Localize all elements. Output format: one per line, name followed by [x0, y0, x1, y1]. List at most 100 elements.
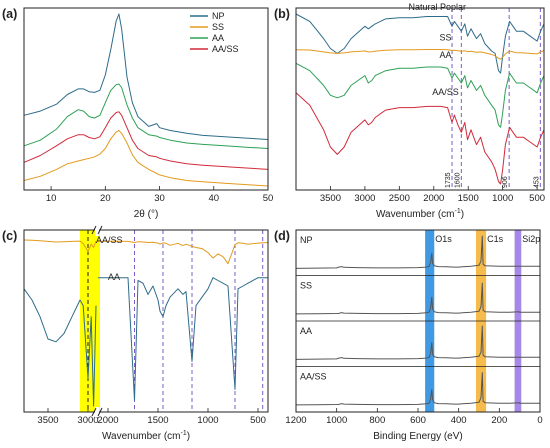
panel-d-x-tick-label: 600 — [410, 415, 426, 426]
ftir-c-series-right-1 — [98, 277, 268, 401]
panel-d-x-tick-label: 800 — [369, 415, 385, 426]
panel-a-frame — [23, 7, 269, 191]
xps-spectrum-0 — [295, 235, 540, 269]
ftir-c-series-left-0 — [23, 239, 97, 252]
xps-subpanel-label: NP — [300, 235, 313, 245]
panel-b-x-tick-label: 3500 — [320, 193, 341, 204]
panel-d-series — [295, 235, 540, 406]
xrd-series-line-1 — [23, 130, 269, 187]
panel-c-x-tick-label: 500 — [250, 415, 266, 426]
marker-label-453: 453 — [533, 176, 540, 188]
panel-b-series — [295, 13, 545, 185]
panel-c-x-tick-label: 3000 — [77, 415, 98, 426]
panel-b-x-tick-label: 2500 — [389, 193, 410, 204]
axis-break-slash — [91, 225, 97, 235]
panel-a-x-tick-label: 10 — [46, 193, 57, 204]
series-annotation: AA/SS — [96, 235, 123, 245]
panel-c-x-axis-title-exponent: -1 — [180, 430, 186, 437]
panel-d-x-ticks: 1200 1000 800 600 400 200 0 — [285, 408, 543, 426]
panel-b-x-tick-label: 1000 — [492, 193, 513, 204]
axis-break-slash — [91, 407, 97, 417]
panel-b-annotations: Natural Poplar SS AA AA/SS — [408, 2, 466, 97]
panel-b-frame — [295, 7, 545, 191]
panel-b-x-tick-label: 1500 — [458, 193, 479, 204]
panel-c-axis-break — [91, 225, 103, 417]
ftir-c-series-right-0 — [97, 240, 269, 265]
panel-c-x-axis-title: Wavenumber (cm-1) — [102, 430, 190, 442]
legend-label: NP — [212, 11, 225, 21]
panel-d-labels: NP SS AA AA/SS O1s C1s Si2p — [300, 234, 540, 382]
panel-c-x-tick-label: 2000 — [97, 415, 118, 426]
panel-a-x-tick-label: 20 — [100, 193, 111, 204]
panel-d-tag: (d) — [274, 229, 290, 243]
ftir-series-line-1 — [295, 49, 545, 60]
axis-break-gap — [95, 407, 99, 417]
panel-a-x-tick-label: 50 — [263, 193, 274, 204]
panel-b-x-ticks: 3500 3000 2500 2000 1500 1000 500 — [320, 186, 545, 204]
ftir-series-line-3 — [295, 92, 545, 185]
panel-a-x-tick-label: 30 — [154, 193, 165, 204]
panel-a-series — [23, 13, 269, 187]
series-annotation: AA — [108, 272, 120, 282]
panel-b-x-axis-title-close: ) — [461, 209, 464, 220]
panel-d-x-tick-label: 1000 — [326, 415, 347, 426]
panel-c-marker-lines — [87, 230, 264, 412]
xrd-series-line-3 — [23, 111, 269, 170]
series-annotation: AA — [439, 50, 451, 60]
panel-a-x-ticks: 10 20 30 40 50 — [46, 186, 273, 204]
panel-c-series — [23, 239, 269, 407]
axis-break-slash — [97, 225, 103, 235]
panel-b: 1735 1600 906 453 3500 3000 2500 2000 1500 1000 5… — [295, 2, 545, 220]
xrd-series-line-0 — [23, 13, 269, 140]
panel-d-x-axis-title: Binding Energy (eV) — [373, 431, 463, 442]
marker-label-906: 906 — [502, 176, 509, 188]
panel-c-tag: (c) — [2, 229, 17, 243]
panel-d: 1200 1000 800 600 400 200 0 NP SS AA AA/SS O1s C1s S… — [285, 229, 543, 442]
panel-a-x-axis-title: 2θ (°) — [134, 209, 159, 220]
axis-break-gap — [95, 226, 99, 236]
panel-b-x-tick-label: 3000 — [354, 193, 375, 204]
panel-d-x-tick-label: 0 — [537, 415, 542, 426]
panel-b-x-tick-label: 2000 — [423, 193, 444, 204]
panel-a-tag: (a) — [2, 7, 17, 21]
panel-b-x-axis-title-exponent: -1 — [454, 208, 460, 215]
xps-spectrum-3 — [295, 372, 540, 406]
highlight-band — [80, 230, 100, 412]
band-label-si2p: Si2p — [522, 234, 540, 244]
panel-b-x-tick-label: 500 — [529, 193, 545, 204]
panel-c-x-tick-label: 1000 — [197, 415, 218, 426]
panel-d-x-tick-label: 1200 — [285, 415, 306, 426]
panel-c-annotations: AA/SS AA — [96, 235, 123, 282]
panel-c-x-axis-title-main: Wavenumber (cm — [102, 431, 181, 442]
panel-d-x-tick-label: 400 — [451, 415, 467, 426]
series-annotation: Natural Poplar — [408, 2, 466, 12]
marker-label-1735: 1735 — [445, 172, 452, 188]
panel-c-highlight-band — [80, 230, 100, 412]
panel-c-x-axis-title-close: ) — [187, 431, 190, 442]
band-label-o1s: O1s — [435, 234, 452, 244]
legend-label: AA — [212, 33, 224, 43]
xps-subpanel-label: AA — [300, 326, 312, 336]
panel-b-tag: (b) — [274, 7, 290, 21]
panel-c-frame — [23, 229, 269, 413]
band-label-c1s: C1s — [487, 234, 504, 244]
legend-label: SS — [212, 22, 224, 32]
marker-label-1600: 1600 — [454, 172, 461, 188]
axis-break-slash — [97, 407, 103, 417]
panel-b-x-axis-title: Wavenumber (cm-1) — [376, 208, 464, 220]
panel-d-x-tick-label: 200 — [491, 415, 507, 426]
panel-a-x-tick-label: 40 — [208, 193, 219, 204]
xps-spectrum-2 — [295, 325, 540, 360]
panel-b-marker-lines: 1735 1600 906 453 — [445, 8, 541, 190]
ftir-series-line-0 — [295, 13, 545, 74]
legend-label: AA/SS — [212, 44, 239, 54]
ftir-series-line-2 — [295, 62, 545, 128]
ftir-c-series-left-1 — [23, 288, 97, 407]
xps-spectrum-1 — [295, 282, 540, 315]
panel-d-subpanel-dividers — [296, 275, 540, 367]
